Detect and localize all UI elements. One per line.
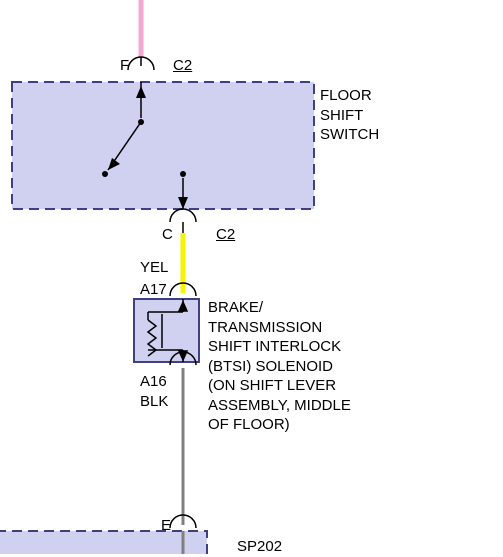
solenoid-box — [134, 299, 199, 362]
a17-label: A17 — [140, 280, 167, 300]
pin-e-label: E — [161, 516, 171, 536]
pin-c-label: C — [162, 225, 173, 245]
floor-shift-switch-label: FLOOR SHIFT SWITCH — [320, 86, 379, 145]
wiring-diagram — [0, 0, 503, 554]
blk-label: BLK — [140, 392, 168, 412]
floor-shift-box — [12, 82, 314, 209]
conn-c2-top-label: C2 — [173, 56, 192, 76]
solenoid-text-label: BRAKE/ TRANSMISSION SHIFT INTERLOCK (BTS… — [208, 298, 351, 435]
pin-f-label: F — [120, 56, 129, 76]
a16-label: A16 — [140, 372, 167, 392]
connector-c — [170, 209, 196, 222]
yel-label: YEL — [140, 258, 168, 278]
conn-c2-mid-label: C2 — [216, 225, 235, 245]
sp202-box — [0, 531, 207, 554]
